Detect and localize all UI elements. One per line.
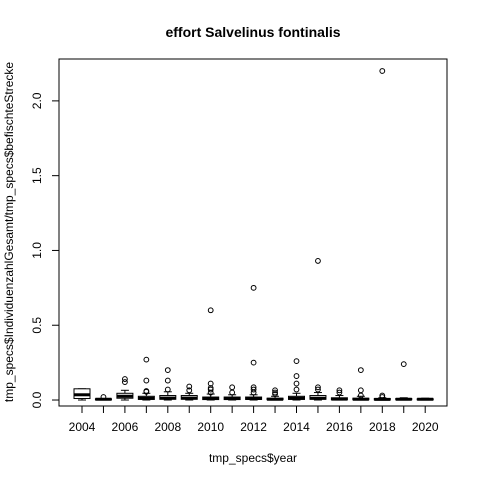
box-2004: [74, 389, 90, 400]
y-tick-label: 0.5: [30, 317, 44, 334]
outlier-point: [165, 378, 170, 383]
box-2017: [353, 368, 369, 400]
x-axis-label: tmp_specs$year: [209, 451, 297, 465]
box-2008: [160, 368, 176, 400]
x-tick-label: 2004: [69, 420, 96, 434]
box-2009: [181, 384, 197, 400]
outlier-point: [358, 388, 363, 393]
box-2010: [203, 308, 219, 400]
box-2013: [267, 388, 283, 400]
y-tick-label: 1.5: [30, 167, 44, 184]
outlier-point: [358, 368, 363, 373]
x-tick-label: 2012: [240, 420, 267, 434]
box-2007: [138, 357, 154, 400]
outlier-point: [165, 387, 170, 392]
plot-frame: [59, 59, 447, 406]
outlier-point: [230, 385, 235, 390]
outlier-point: [401, 362, 406, 367]
box-2015: [310, 259, 326, 400]
x-tick-label: 2008: [154, 420, 181, 434]
x-axis: 2004 2006 2008 2010 2012 2014 2016 2018 2020: [69, 406, 439, 434]
outlier-point: [251, 285, 256, 290]
y-axis-label: tmp_specs$IndividuenzahlGesamt/tmp_specs…: [2, 62, 16, 403]
outlier-point: [294, 359, 299, 364]
outlier-point: [380, 69, 385, 74]
outlier-point: [165, 368, 170, 373]
outlier-point: [123, 377, 128, 382]
box-2011: [224, 385, 240, 400]
chart-title: effort Salvelinus fontinalis: [165, 24, 340, 40]
outlier-point: [294, 387, 299, 392]
outlier-point: [230, 390, 235, 395]
box-2018: [374, 69, 390, 400]
y-tick-label: 1.0: [30, 242, 44, 259]
y-axis: 0.0 0.5 1.0 1.5 2.0: [30, 92, 59, 408]
outlier-point: [294, 374, 299, 379]
outlier-point: [208, 308, 213, 313]
box-2005: [95, 395, 111, 400]
box-2019: [396, 362, 412, 400]
box-2006: [117, 377, 133, 400]
y-tick-label: 0.0: [30, 391, 44, 408]
outlier-point: [316, 259, 321, 264]
x-tick-label: 2010: [197, 420, 224, 434]
x-tick-label: 2006: [112, 420, 139, 434]
x-tick-label: 2014: [283, 420, 310, 434]
box-2012: [246, 285, 262, 400]
outlier-point: [144, 357, 149, 362]
outlier-point: [251, 360, 256, 365]
x-tick-label: 2020: [412, 420, 439, 434]
outlier-point: [144, 378, 149, 383]
x-tick-label: 2016: [326, 420, 353, 434]
outlier-point: [294, 381, 299, 386]
box-2020: [417, 398, 433, 400]
box-2016: [331, 388, 347, 400]
box-2014: [289, 359, 305, 400]
y-tick-label: 2.0: [30, 92, 44, 109]
x-tick-label: 2018: [369, 420, 396, 434]
box-series: [74, 69, 433, 400]
